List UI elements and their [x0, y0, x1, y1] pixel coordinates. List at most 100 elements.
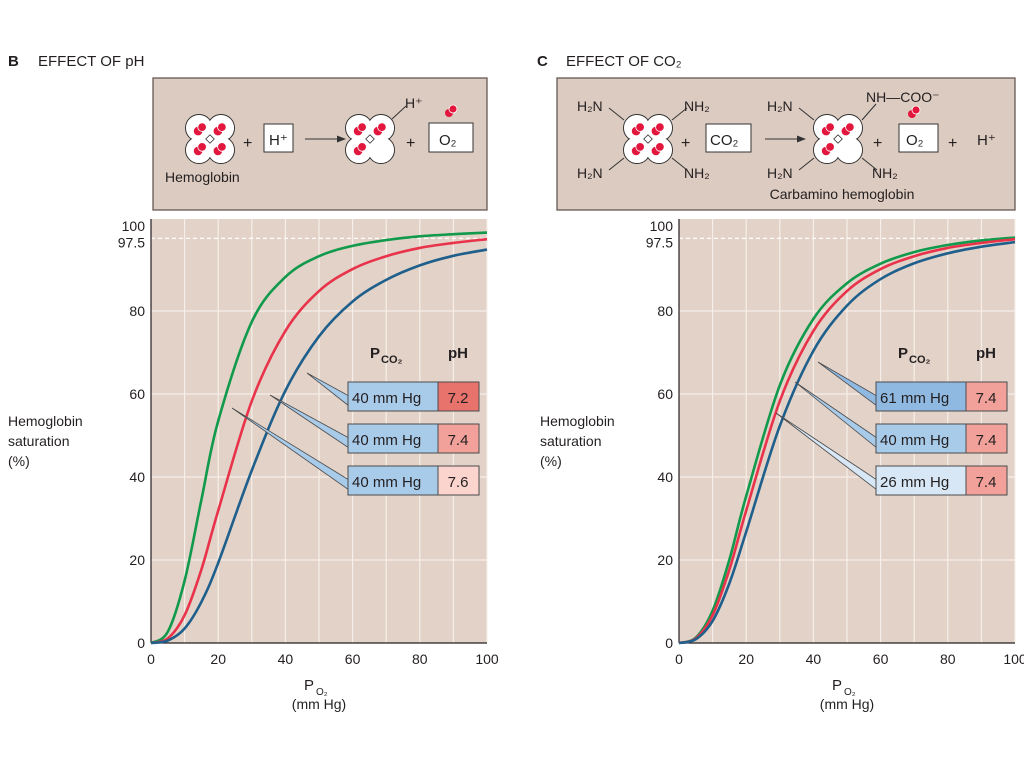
oxygen-product: O₂: [439, 132, 457, 149]
heme-icon: [217, 142, 227, 152]
legend-pco2-cell: [347, 423, 439, 454]
y-axis-label: Hemoglobin: [8, 413, 83, 429]
proton-product: H⁺: [977, 132, 996, 149]
x-tick-label: 40: [278, 651, 294, 667]
y-tick-label: 20: [129, 552, 145, 568]
x-axis-label: P: [304, 677, 314, 694]
legend-ph-value: 7.4: [976, 474, 997, 491]
heme-icon: [635, 142, 645, 152]
heme-icon: [197, 122, 207, 132]
heme-icon: [655, 122, 665, 132]
heme-icon: [377, 122, 387, 132]
x-tick-label: 60: [345, 651, 361, 667]
center-diamond: [365, 134, 375, 144]
x-axis-label-subscript: O₂: [316, 687, 328, 698]
legend-pco2-cell: [875, 423, 967, 454]
legend-pco2-cell: [875, 381, 967, 412]
y-tick-label: 0: [665, 635, 673, 651]
y-tick-label: 40: [129, 469, 145, 485]
y-tick-label: 80: [657, 303, 673, 319]
legend-ph-value: 7.2: [448, 390, 469, 407]
y-tick-label: 97.5: [646, 234, 673, 250]
y-axis-label: (%): [8, 453, 30, 469]
legend-pco2-header: P: [898, 345, 908, 362]
legend-ph-header: pH: [976, 345, 996, 362]
center-diamond: [833, 134, 843, 144]
x-tick-label: 40: [806, 651, 822, 667]
x-axis-label-subscript: O₂: [844, 687, 856, 698]
legend-pco2-header: P: [370, 345, 380, 362]
panel-b-letter: B: [8, 53, 19, 70]
y-tick-label: 80: [129, 303, 145, 319]
legend-ph-value: 7.6: [448, 474, 469, 491]
y-tick-label: 0: [137, 635, 145, 651]
amine-label: NH₂: [684, 165, 710, 181]
amine-label: H₂N: [577, 98, 603, 114]
x-tick-label: 100: [1003, 651, 1024, 667]
oxygen-product: O₂: [906, 132, 924, 149]
heme-icon: [635, 122, 645, 132]
legend-pco2-value: 40 mm Hg: [352, 432, 421, 449]
oxygen-molecule-icon: [908, 105, 921, 118]
heme-icon: [217, 122, 227, 132]
legend-pco2-value: 61 mm Hg: [880, 390, 949, 407]
carbamino-hemoglobin-icon: [813, 114, 863, 164]
heme-icon: [357, 142, 367, 152]
x-tick-label: 60: [873, 651, 889, 667]
heme-icon: [825, 122, 835, 132]
plus-sign: +: [948, 135, 957, 152]
x-axis-units: (mm Hg): [820, 696, 874, 712]
legend-pco2-header-subscript: CO₂: [381, 354, 403, 366]
y-tick-label: 40: [657, 469, 673, 485]
x-tick-label: 80: [940, 651, 956, 667]
amine-label: NH₂: [684, 98, 710, 114]
legend-ph-value: 7.4: [448, 432, 469, 449]
x-axis-label: P: [832, 677, 842, 694]
plus-sign: +: [681, 135, 690, 152]
carbamino-group-label: NH—COO⁻: [866, 89, 940, 105]
legend-pco2-cell: [347, 381, 439, 412]
legend-ph-cell: [437, 381, 480, 412]
y-tick-label: 100: [122, 218, 146, 234]
x-tick-label: 80: [412, 651, 428, 667]
legend-ph-value: 7.4: [976, 432, 997, 449]
plus-sign: +: [873, 135, 882, 152]
y-tick-label: 60: [657, 386, 673, 402]
heme-icon: [655, 142, 665, 152]
heme-icon: [825, 142, 835, 152]
legend-ph-value: 7.4: [976, 390, 997, 407]
proton-reagent: H⁺: [269, 132, 288, 149]
center-diamond: [643, 134, 653, 144]
amine-label: H₂N: [767, 98, 793, 114]
plus-sign: +: [243, 135, 252, 152]
y-axis-label: (%): [540, 453, 562, 469]
heme-icon: [357, 122, 367, 132]
y-tick-label: 100: [650, 218, 674, 234]
x-tick-label: 20: [738, 651, 754, 667]
legend-ph-cell: [965, 423, 1008, 454]
panel-c-letter: C: [537, 53, 548, 70]
reaction-diagram-co2: H₂N NH₂ H₂N NH₂ + CO₂ H₂N NH—COO⁻ H₂N NH…: [556, 77, 1016, 211]
curve-blue: [150, 248, 488, 645]
hemoglobin-label: Hemoglobin: [165, 169, 240, 185]
curve-green: [678, 236, 1016, 645]
legend-ph-cell: [965, 465, 1008, 496]
x-tick-label: 0: [675, 651, 683, 667]
amine-label: H₂N: [767, 165, 793, 181]
y-tick-label: 20: [657, 552, 673, 568]
y-axis-label: Hemoglobin: [540, 413, 615, 429]
arrow-icon: [797, 135, 806, 143]
center-diamond: [205, 134, 215, 144]
reaction-diagram-ph: Hemoglobin + H⁺ H⁺ + O₂: [152, 77, 488, 211]
protonated-hemoglobin-icon: [345, 114, 395, 164]
hemoglobin-icon: [185, 114, 235, 164]
curve-blue: [678, 240, 1016, 645]
legend-pco2-cell: [347, 465, 439, 496]
legend-pco2-value: 26 mm Hg: [880, 474, 949, 491]
heme-icon: [197, 142, 207, 152]
legend-ph-cell: [437, 465, 480, 496]
legend-ph-cell: [437, 423, 480, 454]
x-tick-label: 0: [147, 651, 155, 667]
